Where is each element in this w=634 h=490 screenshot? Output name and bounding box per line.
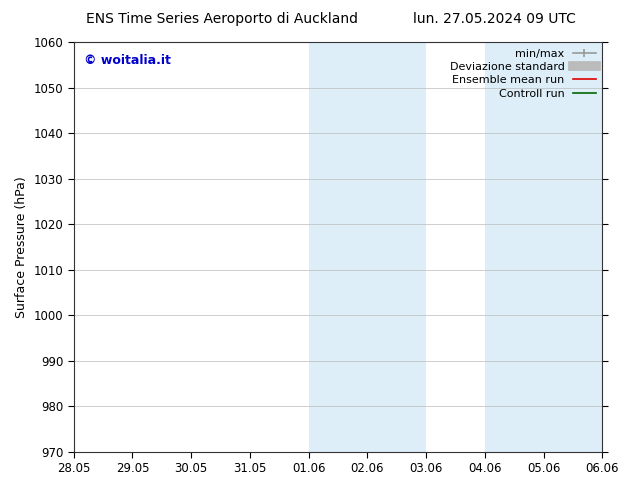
Text: lun. 27.05.2024 09 UTC: lun. 27.05.2024 09 UTC: [413, 12, 576, 26]
Y-axis label: Surface Pressure (hPa): Surface Pressure (hPa): [15, 176, 28, 318]
Text: ENS Time Series Aeroporto di Auckland: ENS Time Series Aeroporto di Auckland: [86, 12, 358, 26]
Bar: [485, 42, 543, 452]
Bar: [367, 42, 426, 452]
Legend: min/max, Deviazione standard, Ensemble mean run, Controll run: min/max, Deviazione standard, Ensemble m…: [445, 44, 600, 103]
Bar: [543, 42, 602, 452]
Text: © woitalia.it: © woitalia.it: [84, 54, 171, 67]
Bar: [309, 42, 367, 452]
